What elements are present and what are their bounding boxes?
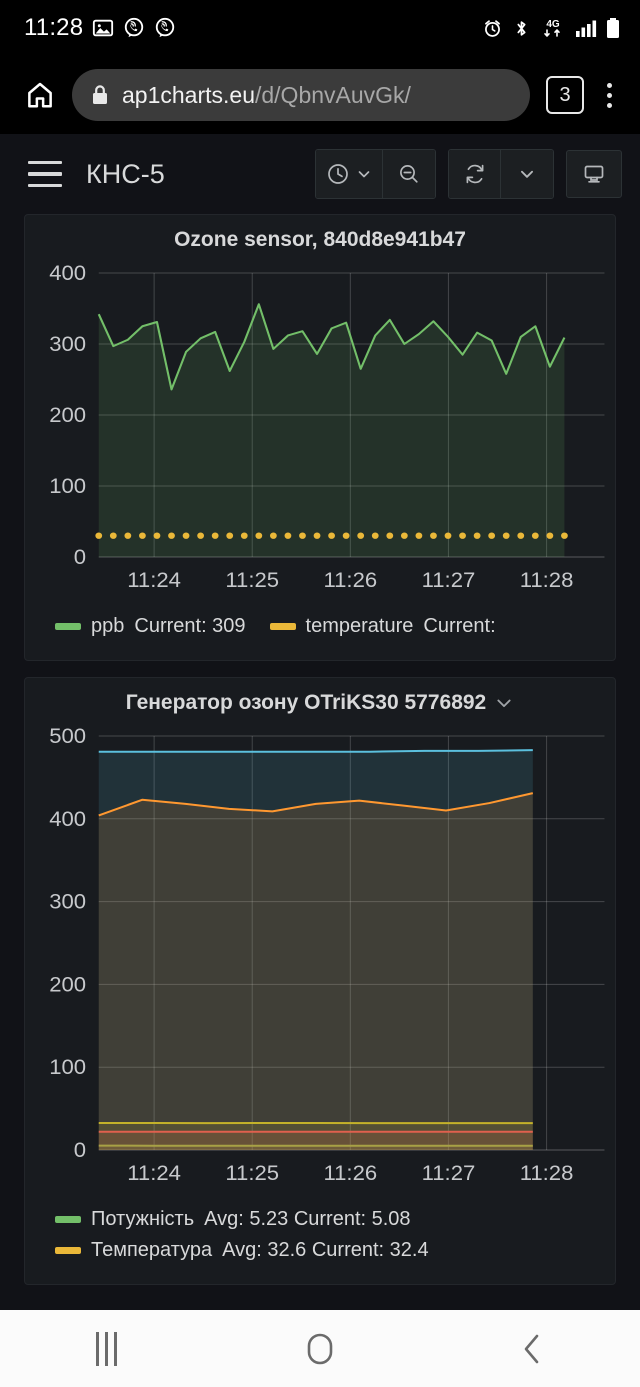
panel-plot-area[interactable]: 0 100 200 300 400 11:24 11:25 11:26 11:27 11:28 — [25, 259, 615, 609]
status-bar-left: 11:28 — [24, 14, 176, 42]
url-path: /d/QbnvAuvGk/ — [254, 81, 411, 108]
legend-series-stat: Avg: 32.6 Current: 32.4 — [222, 1239, 429, 1261]
svg-text:11:28: 11:28 — [520, 568, 574, 592]
tab-counter-button[interactable]: 3 — [546, 76, 584, 114]
url-host: ap1charts.eu — [122, 81, 255, 108]
legend-series-stat: Avg: 5.23 Current: 5.08 — [204, 1208, 411, 1230]
refresh-interval-button[interactable] — [501, 150, 553, 198]
svg-text:11:26: 11:26 — [324, 568, 378, 592]
svg-text:500: 500 — [49, 724, 86, 748]
toolbar-actions — [315, 149, 622, 199]
svg-text:11:25: 11:25 — [225, 568, 279, 592]
refresh-icon — [463, 162, 487, 186]
legend-row: Температура Avg: 32.6 Current: 32.4 — [55, 1239, 615, 1262]
legend-swatch[interactable] — [55, 623, 81, 630]
svg-text:11:27: 11:27 — [422, 568, 476, 592]
svg-text:11:26: 11:26 — [324, 1161, 378, 1185]
kiosk-mode-button[interactable] — [566, 150, 622, 198]
svg-text:11:28: 11:28 — [520, 1161, 574, 1185]
svg-text:0: 0 — [74, 545, 86, 569]
home-icon[interactable] — [16, 71, 64, 119]
panel-ozone-generator: Генератор озону OTriKS30 5776892 0 100 200… — [24, 677, 616, 1285]
bluetooth-icon — [512, 18, 531, 39]
svg-text:11:25: 11:25 — [225, 1161, 279, 1185]
legend-series-name: Температура — [91, 1239, 213, 1261]
time-picker-button[interactable] — [316, 150, 383, 198]
legend-swatch[interactable] — [269, 623, 296, 630]
svg-text:400: 400 — [49, 261, 86, 285]
signal-bars-icon — [575, 18, 597, 38]
legend-series-stat: Current: 309 — [134, 615, 246, 637]
zoom-out-button[interactable] — [383, 150, 435, 198]
photo-icon — [92, 17, 114, 39]
chevron-down-icon — [518, 165, 536, 183]
legend-series-name: ppb — [91, 615, 125, 637]
panel-header[interactable]: Генератор озону OTriKS30 5776892 — [25, 678, 615, 722]
status-bar-right: 4G — [482, 17, 620, 39]
zoom-out-icon — [397, 162, 421, 186]
refresh-controls-group — [448, 149, 554, 199]
svg-text:100: 100 — [49, 1055, 86, 1079]
tv-kiosk-icon — [582, 162, 606, 186]
ozone-sensor-chart[interactable]: 0 100 200 300 400 11:24 11:25 11:26 11:27 11:28 — [25, 259, 615, 609]
legend-swatch[interactable] — [55, 1247, 81, 1254]
svg-text:11:24: 11:24 — [127, 568, 181, 592]
kebab-menu-icon[interactable] — [592, 73, 626, 117]
status-bar-clock: 11:28 — [24, 14, 84, 41]
viber-icon — [154, 17, 176, 39]
chevron-down-icon[interactable] — [494, 693, 514, 713]
svg-text:200: 200 — [49, 972, 86, 996]
svg-text:4G: 4G — [546, 19, 560, 30]
clock-icon — [326, 162, 350, 186]
time-controls-group — [315, 149, 436, 199]
legend-series-stat: Current: — [423, 615, 496, 637]
svg-text:300: 300 — [49, 889, 86, 913]
battery-icon — [606, 17, 620, 39]
grafana-dashboard: КНС-5 — [0, 134, 640, 1310]
panel-legend: Потужність Avg: 5.23 Current: 5.08 Темпе… — [25, 1202, 615, 1284]
panel-header[interactable]: Ozone sensor, 840d8e941b47 — [25, 215, 615, 259]
dashboard-toolbar: КНС-5 — [0, 134, 640, 214]
svg-text:100: 100 — [49, 474, 86, 498]
legend-row: ppb Current: 309 temperature Current: — [55, 615, 615, 638]
alarm-icon — [482, 18, 503, 39]
legend-series-name: Потужність — [91, 1208, 195, 1230]
svg-text:11:24: 11:24 — [127, 1161, 181, 1185]
url-text: ap1charts.eu/d/QbnvAuvGk/ — [122, 82, 411, 109]
panel-ozone-sensor: Ozone sensor, 840d8e941b47 0 100 200 300 400… — [24, 214, 616, 661]
browser-toolbar: ap1charts.eu/d/QbnvAuvGk/ 3 — [0, 56, 640, 134]
panel-plot-area[interactable]: 0 100 200 300 400 500 11:24 11:25 11:26 11:27 11:2… — [25, 722, 615, 1202]
ozone-generator-chart[interactable]: 0 100 200 300 400 500 11:24 11:25 11:26 11:27 11:2… — [25, 722, 615, 1202]
panel-title: Ozone sensor, 840d8e941b47 — [174, 228, 466, 251]
url-bar[interactable]: ap1charts.eu/d/QbnvAuvGk/ — [72, 69, 530, 121]
recents-icon[interactable] — [62, 1319, 152, 1379]
legend-swatch[interactable] — [55, 1216, 81, 1223]
svg-text:400: 400 — [49, 806, 86, 830]
panel-legend: ppb Current: 309 temperature Current: — [25, 609, 615, 660]
legend-series-name: temperature — [305, 615, 414, 637]
network-4g-icon: 4G — [540, 17, 566, 39]
dashboard-title: КНС-5 — [86, 158, 165, 189]
android-nav-bar — [0, 1310, 640, 1387]
hamburger-icon[interactable] — [18, 147, 72, 201]
panel-title: Генератор озону OTriKS30 5776892 — [125, 691, 487, 714]
back-chevron-icon[interactable] — [488, 1319, 578, 1379]
home-circle-icon[interactable] — [275, 1319, 365, 1379]
svg-text:0: 0 — [74, 1138, 86, 1162]
panel-list: Ozone sensor, 840d8e941b47 0 100 200 300 400… — [0, 214, 640, 1285]
legend-row: Потужність Avg: 5.23 Current: 5.08 — [55, 1208, 615, 1231]
android-status-bar: 11:28 4G — [0, 0, 640, 56]
chevron-down-icon — [356, 166, 372, 182]
refresh-button[interactable] — [449, 150, 501, 198]
svg-text:300: 300 — [49, 332, 86, 356]
lock-icon — [90, 84, 110, 106]
svg-text:200: 200 — [49, 403, 86, 427]
viber-icon — [123, 17, 145, 39]
svg-text:11:27: 11:27 — [422, 1161, 476, 1185]
